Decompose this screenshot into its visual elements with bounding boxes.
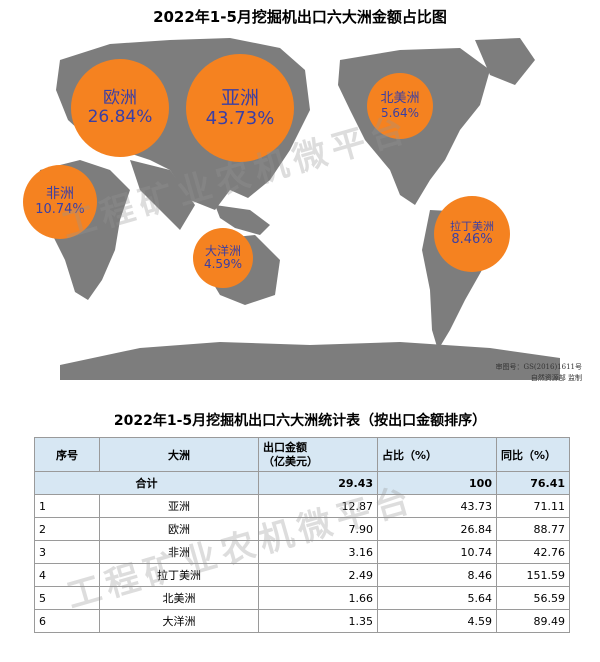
header-rank: 序号 (34, 437, 100, 472)
table-row: 3 非洲 3.16 10.74 42.76 (34, 540, 570, 564)
table-row: 2 欧洲 7.90 26.84 88.77 (34, 517, 570, 541)
share-bubble: 欧洲 26.84% (71, 59, 169, 157)
table-header-row: 序号 大洲 出口金额 （亿美元） 占比（%） 同比（%） (34, 437, 570, 472)
cell-region: 大洋洲 (99, 609, 259, 633)
cell-share: 4.59 (377, 609, 497, 633)
cell-yoy: 42.76 (496, 540, 570, 564)
table-row: 4 拉丁美洲 2.49 8.46 151.59 (34, 563, 570, 587)
header-amount: 出口金额 （亿美元） (258, 437, 378, 472)
total-yoy: 76.41 (496, 471, 570, 495)
cell-rank: 2 (34, 517, 100, 541)
land-south-asia (130, 160, 195, 230)
table-row: 6 大洋洲 1.35 4.59 89.49 (34, 609, 570, 633)
share-bubble: 北美洲 5.64% (367, 73, 433, 139)
cell-rank: 1 (34, 494, 100, 518)
cell-rank: 3 (34, 540, 100, 564)
cell-amount: 7.90 (258, 517, 378, 541)
map-approval-note: 审图号：GS(2016)1611号 自然资源部 监制 (496, 362, 582, 384)
cell-region: 欧洲 (99, 517, 259, 541)
total-row: 合计 29.43 100 76.41 (34, 471, 570, 495)
bubble-region-label: 欧洲 (103, 88, 137, 109)
cell-rank: 4 (34, 563, 100, 587)
table-title: 2022年1-5月挖掘机出口六大洲统计表（按出口金额排序） (113, 413, 487, 429)
share-bubble: 大洋洲 4.59% (193, 228, 253, 288)
cell-region: 亚洲 (99, 494, 259, 518)
bubble-share-label: 26.84% (87, 107, 153, 127)
cell-amount: 3.16 (258, 540, 378, 564)
cell-yoy: 151.59 (496, 563, 570, 587)
share-bubble: 亚洲 43.73% (186, 54, 294, 162)
header-yoy: 同比（%） (496, 437, 570, 472)
cell-share: 26.84 (377, 517, 497, 541)
bubble-region-label: 非洲 (46, 186, 74, 203)
cell-region: 拉丁美洲 (99, 563, 259, 587)
bubble-region-label: 北美洲 (380, 91, 420, 107)
cell-yoy: 56.59 (496, 586, 570, 610)
bubble-share-label: 8.46% (451, 231, 493, 247)
map-approval-number: 审图号：GS(2016)1611号 (495, 363, 582, 371)
cell-yoy: 89.49 (496, 609, 570, 633)
cell-share: 8.46 (377, 563, 497, 587)
cell-yoy: 88.77 (496, 517, 570, 541)
bubble-share-label: 10.74% (35, 201, 85, 217)
land-antarctica (60, 342, 560, 380)
total-amount: 29.43 (258, 471, 378, 495)
stats-table: 序号 大洲 出口金额 （亿美元） 占比（%） 同比（%） 合计 29.43 10… (34, 437, 570, 633)
bubble-region-label: 亚洲 (220, 86, 259, 109)
cell-share: 5.64 (377, 586, 497, 610)
bubble-share-label: 4.59% (203, 257, 243, 271)
total-label: 合计 (34, 471, 259, 495)
cell-yoy: 71.11 (496, 494, 570, 518)
cell-amount: 1.35 (258, 609, 378, 633)
header-share: 占比（%） (377, 437, 497, 472)
chart-title: 2022年1-5月挖掘机出口六大洲金额占比图 (153, 8, 447, 26)
cell-share: 10.74 (377, 540, 497, 564)
total-share: 100 (377, 471, 497, 495)
bubble-region-label: 大洋洲 (204, 243, 241, 258)
table-row: 1 亚洲 12.87 43.73 71.11 (34, 494, 570, 518)
cell-amount: 12.87 (258, 494, 378, 518)
share-bubble: 非洲 10.74% (23, 165, 97, 239)
cell-rank: 6 (34, 609, 100, 633)
land-greenland (475, 38, 535, 85)
bubble-share-label: 5.64% (380, 105, 420, 120)
map-supervisor: 自然资源部 监制 (530, 374, 582, 382)
cell-rank: 5 (34, 586, 100, 610)
cell-region: 北美洲 (99, 586, 259, 610)
header-region: 大洲 (99, 437, 259, 472)
bubble-region-label: 拉丁美洲 (450, 219, 494, 233)
table-row: 5 北美洲 1.66 5.64 56.59 (34, 586, 570, 610)
share-bubble: 拉丁美洲 8.46% (434, 196, 510, 272)
cell-amount: 2.49 (258, 563, 378, 587)
bubble-share-label: 43.73% (205, 107, 275, 129)
cell-amount: 1.66 (258, 586, 378, 610)
world-map: 欧洲 26.84% 亚洲 43.73% 北美洲 5.64% 非洲 10.74% 大洋洲 4.59%… (20, 30, 585, 390)
cell-share: 43.73 (377, 494, 497, 518)
land-se-asia (215, 205, 270, 235)
cell-region: 非洲 (99, 540, 259, 564)
